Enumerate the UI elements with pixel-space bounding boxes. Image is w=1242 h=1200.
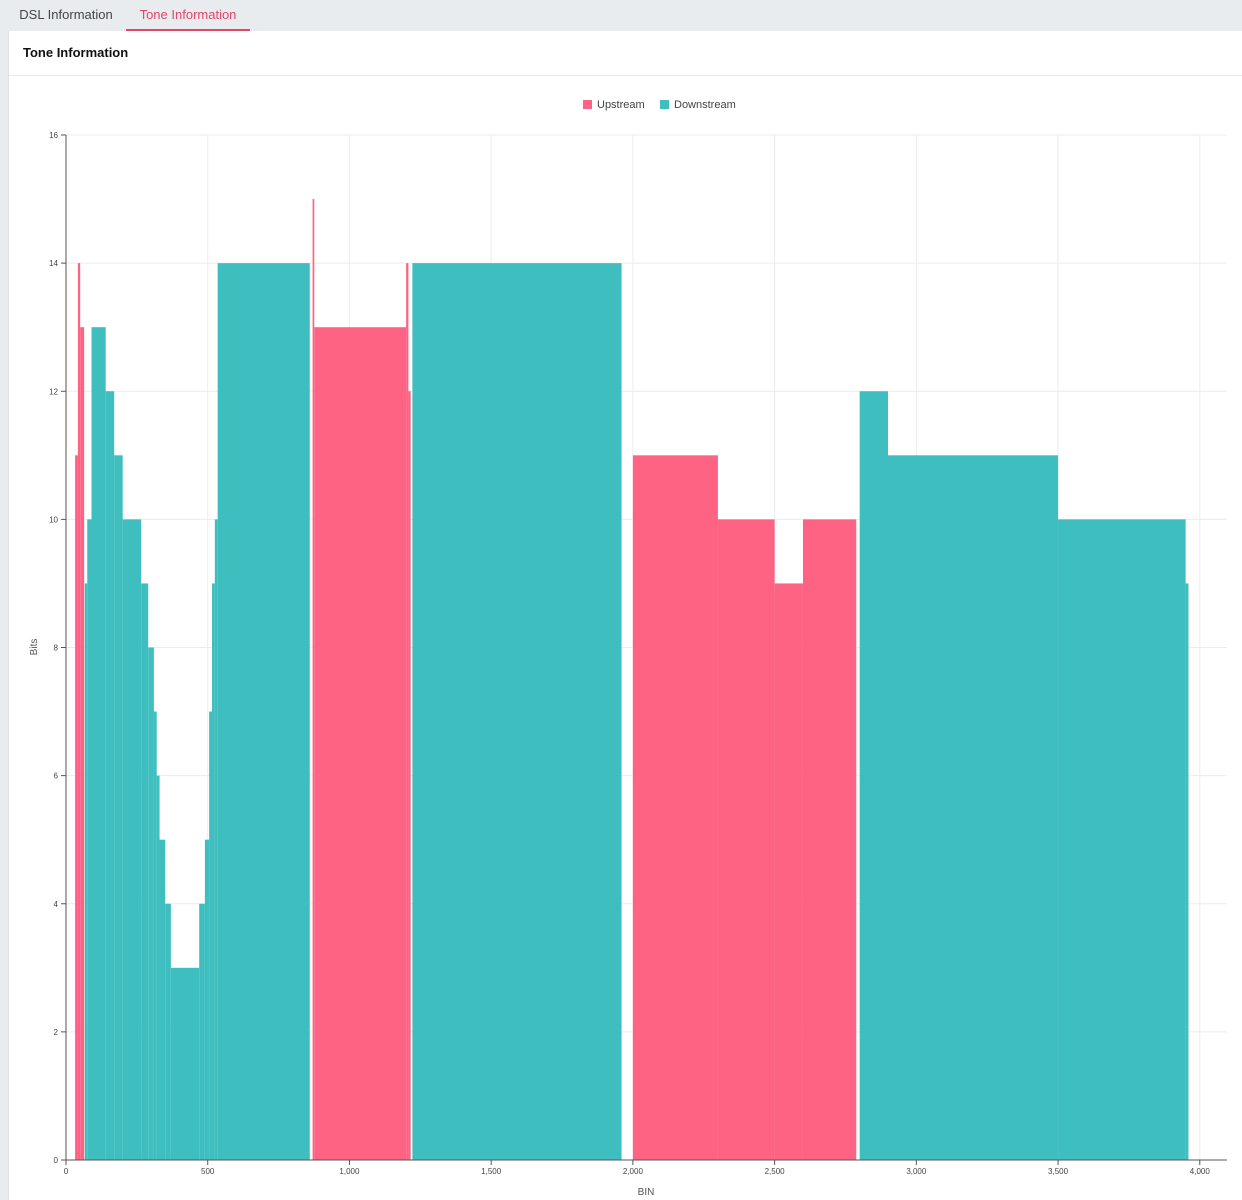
x-tick-label: 3,000 <box>906 1167 927 1176</box>
downstream-bar[interactable] <box>217 263 310 1160</box>
tab-bar: DSL Information Tone Information <box>0 0 1242 31</box>
downstream-swatch-icon <box>660 100 669 109</box>
tab-tone-information[interactable]: Tone Information <box>126 0 250 31</box>
panel-header: Tone Information <box>9 31 1242 76</box>
x-tick-label: 0 <box>64 1167 69 1176</box>
upstream-bar[interactable] <box>77 263 81 1160</box>
legend-label-downstream: Downstream <box>674 99 736 111</box>
upstream-bar[interactable] <box>314 327 407 1160</box>
downstream-bar[interactable] <box>87 519 92 1160</box>
downstream-bar[interactable] <box>214 519 218 1160</box>
y-tick-label: 14 <box>49 259 58 268</box>
downstream-bar[interactable] <box>204 839 210 1160</box>
y-tick-label: 12 <box>49 387 58 396</box>
x-axis-label: BIN <box>638 1187 655 1198</box>
upstream-swatch-icon <box>583 100 592 109</box>
x-tick-label: 2,000 <box>623 1167 644 1176</box>
downstream-bar[interactable] <box>209 711 212 1160</box>
downstream-bar[interactable] <box>1058 519 1186 1160</box>
legend-item-upstream[interactable]: Upstream <box>583 99 645 111</box>
chart-axes: 0 2 4 6 8 10 12 14 16 0 500 1,000 1,500 2,000 2,500 3,0… <box>49 131 1227 1176</box>
downstream-bar[interactable] <box>122 519 142 1160</box>
downstream-bar[interactable] <box>1185 583 1189 1160</box>
upstream-bar[interactable] <box>312 199 315 1160</box>
tab-dsl-information[interactable]: DSL Information <box>19 7 113 22</box>
panel-title: Tone Information <box>23 45 129 60</box>
x-tick-label: 4,000 <box>1190 1167 1211 1176</box>
x-tick-label: 1,500 <box>481 1167 502 1176</box>
x-tick-label: 500 <box>201 1167 215 1176</box>
tone-information-panel: Tone Information Upstream Downstream 0 2 4… <box>8 31 1242 1200</box>
downstream-bar[interactable] <box>211 583 215 1160</box>
downstream-bar[interactable] <box>91 327 106 1160</box>
legend-label-upstream: Upstream <box>597 99 645 111</box>
x-tick-label: 3,500 <box>1048 1167 1069 1176</box>
tone-chart: 0 2 4 6 8 10 12 14 16 0 500 1,000 1,500 2,000 2,500 3,0… <box>29 131 1227 1198</box>
y-tick-label: 0 <box>54 1156 59 1165</box>
downstream-bar[interactable] <box>165 903 171 1160</box>
y-axis-label: Bits <box>29 639 40 656</box>
downstream-bar[interactable] <box>141 583 149 1160</box>
y-tick-label: 16 <box>49 131 58 140</box>
downstream-bar[interactable] <box>114 455 123 1160</box>
upstream-bar[interactable] <box>717 519 775 1160</box>
upstream-bar[interactable] <box>802 519 857 1160</box>
upstream-bar[interactable] <box>75 455 78 1160</box>
y-tick-label: 8 <box>54 644 59 653</box>
y-tick-label: 4 <box>54 900 59 909</box>
upstream-bar[interactable] <box>80 327 85 1160</box>
x-tick-label: 2,500 <box>765 1167 786 1176</box>
upstream-bar[interactable] <box>632 455 718 1160</box>
downstream-bar[interactable] <box>153 711 157 1160</box>
downstream-bar[interactable] <box>105 391 115 1160</box>
y-tick-label: 10 <box>49 515 58 524</box>
downstream-bar[interactable] <box>84 583 88 1160</box>
downstream-bar[interactable] <box>170 967 200 1160</box>
legend-item-downstream[interactable]: Downstream <box>660 99 736 111</box>
x-tick-label: 1,000 <box>339 1167 360 1176</box>
downstream-bar[interactable] <box>412 263 622 1160</box>
upstream-bar[interactable] <box>406 263 409 1160</box>
downstream-bar[interactable] <box>156 775 160 1160</box>
upstream-bar[interactable] <box>774 583 803 1160</box>
downstream-bar[interactable] <box>887 455 1059 1160</box>
chart-bars <box>75 199 1189 1161</box>
y-tick-label: 6 <box>54 772 59 781</box>
downstream-bar[interactable] <box>859 391 888 1160</box>
upstream-bar[interactable] <box>408 391 411 1160</box>
downstream-bar[interactable] <box>148 647 154 1161</box>
downstream-bar[interactable] <box>159 839 166 1160</box>
downstream-bar[interactable] <box>199 903 205 1160</box>
y-tick-label: 2 <box>54 1028 59 1037</box>
